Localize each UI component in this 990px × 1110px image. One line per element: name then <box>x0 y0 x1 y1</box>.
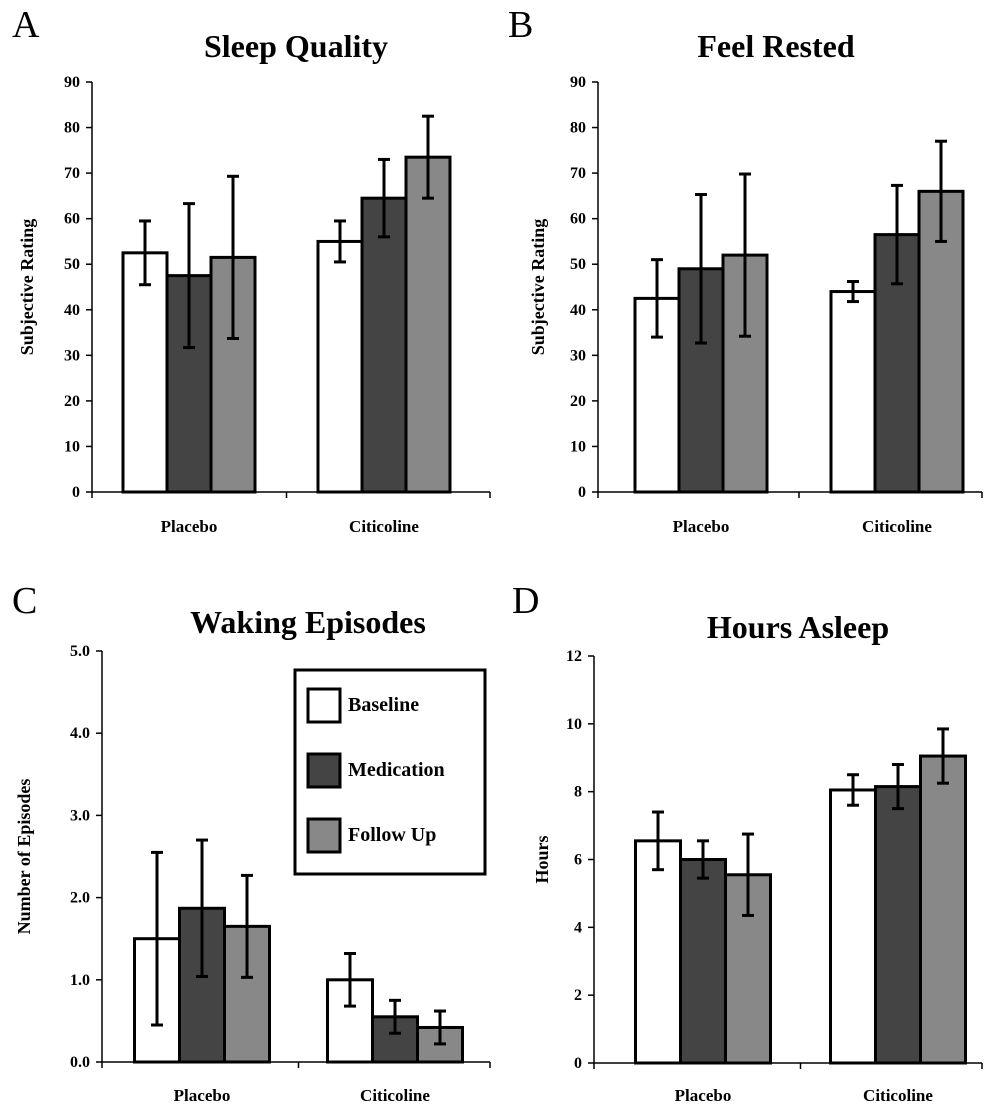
legend-label-follow-up: Follow Up <box>348 824 436 846</box>
bar-baseline-citicoline <box>829 788 877 1065</box>
y-tick-label: 80 <box>570 120 586 137</box>
bar-follow-up-citicoline <box>919 754 967 1065</box>
category-label: Placebo <box>673 517 730 536</box>
y-tick-label: 0 <box>578 484 586 501</box>
bar-follow-up-citicoline <box>416 1025 464 1064</box>
y-tick-label: 10 <box>570 438 586 455</box>
y-tick-label: 0 <box>574 1055 582 1072</box>
y-tick-label: 1.0 <box>70 972 90 989</box>
y-tick-label: 50 <box>570 256 586 273</box>
y-tick-label: 60 <box>64 211 80 228</box>
y-tick-label: 2.0 <box>70 890 90 907</box>
panel-letter: A <box>12 4 40 46</box>
bar-baseline-citicoline <box>829 290 877 494</box>
y-tick-label: 30 <box>64 347 80 364</box>
category-label: Placebo <box>174 1086 231 1105</box>
y-tick-label: 10 <box>566 716 582 733</box>
y-axis-label: Hours <box>532 835 552 883</box>
y-tick-label: 70 <box>64 165 80 182</box>
y-tick-label: 70 <box>570 165 586 182</box>
y-axis-label: Subjective Rating <box>17 219 37 356</box>
legend-label-baseline: Baseline <box>348 694 419 716</box>
y-tick-label: 3.0 <box>70 807 90 824</box>
y-axis-label: Number of Episodes <box>14 779 34 935</box>
y-tick-label: 6 <box>574 852 582 869</box>
y-tick-label: 8 <box>574 784 582 801</box>
chart-panel-b: B Feel Rested Subjective Rating 0 10 20 30 40 50… <box>508 4 983 536</box>
y-tick-label: 20 <box>64 393 80 410</box>
chart-title: Waking Episodes <box>190 604 426 640</box>
panel-letter: D <box>512 580 539 622</box>
legend-swatch-medication <box>306 752 342 789</box>
y-tick-label: 40 <box>64 302 80 319</box>
bar-follow-up-citicoline <box>404 155 452 494</box>
y-tick-label: 4.0 <box>70 725 90 742</box>
category-label: Citicoline <box>349 517 419 536</box>
y-tick-label: 12 <box>566 648 582 665</box>
bar-baseline-citicoline <box>316 239 364 494</box>
bar-medication-citicoline <box>360 196 408 494</box>
legend-swatch-follow-up <box>306 817 342 854</box>
y-tick-label: 20 <box>570 393 586 410</box>
category-label: Citicoline <box>862 517 932 536</box>
y-tick-label: 30 <box>570 347 586 364</box>
y-tick-label: 50 <box>64 256 80 273</box>
bar-baseline-placebo <box>121 251 169 494</box>
chart-title: Hours Asleep <box>707 609 889 645</box>
y-tick-label: 0.0 <box>70 1054 90 1071</box>
panel-letter: C <box>12 580 37 622</box>
bar-medication-citicoline <box>874 785 922 1065</box>
y-tick-label: 10 <box>64 438 80 455</box>
category-label: Placebo <box>161 517 218 536</box>
y-tick-label: 60 <box>570 211 586 228</box>
chart-panel-a: A Sleep Quality Subjective Rating 0 10 20 30 40… <box>12 4 491 536</box>
panel-letter: B <box>508 4 533 46</box>
y-tick-label: 2 <box>574 987 582 1004</box>
chart-title: Feel Rested <box>697 28 854 64</box>
y-tick-label: 80 <box>64 120 80 137</box>
y-tick-label: 40 <box>570 302 586 319</box>
y-tick-label: 5.0 <box>70 643 90 660</box>
y-tick-label: 4 <box>574 919 582 936</box>
y-tick-label: 90 <box>64 74 80 91</box>
category-label: Citicoline <box>863 1086 933 1105</box>
bar-baseline-placebo <box>634 839 682 1065</box>
legend-swatch-baseline <box>306 687 342 724</box>
bar-medication-placebo <box>679 858 727 1065</box>
y-tick-label: 0 <box>72 484 80 501</box>
y-axis-label: Subjective Rating <box>528 219 548 356</box>
category-label: Citicoline <box>360 1086 430 1105</box>
y-tick-label: 90 <box>570 74 586 91</box>
chart-title: Sleep Quality <box>204 28 388 64</box>
chart-panel-d: D Hours Asleep Hours 0 2 4 6 8 10 12 Placebo Citico… <box>512 580 983 1105</box>
legend-label-medication: Medication <box>348 759 445 781</box>
category-label: Placebo <box>675 1086 732 1105</box>
chart-panel-c: C Waking Episodes Number of Episodes 0.0 1.0… <box>12 580 491 1105</box>
legend: Baseline Medication Follow Up <box>293 668 487 876</box>
